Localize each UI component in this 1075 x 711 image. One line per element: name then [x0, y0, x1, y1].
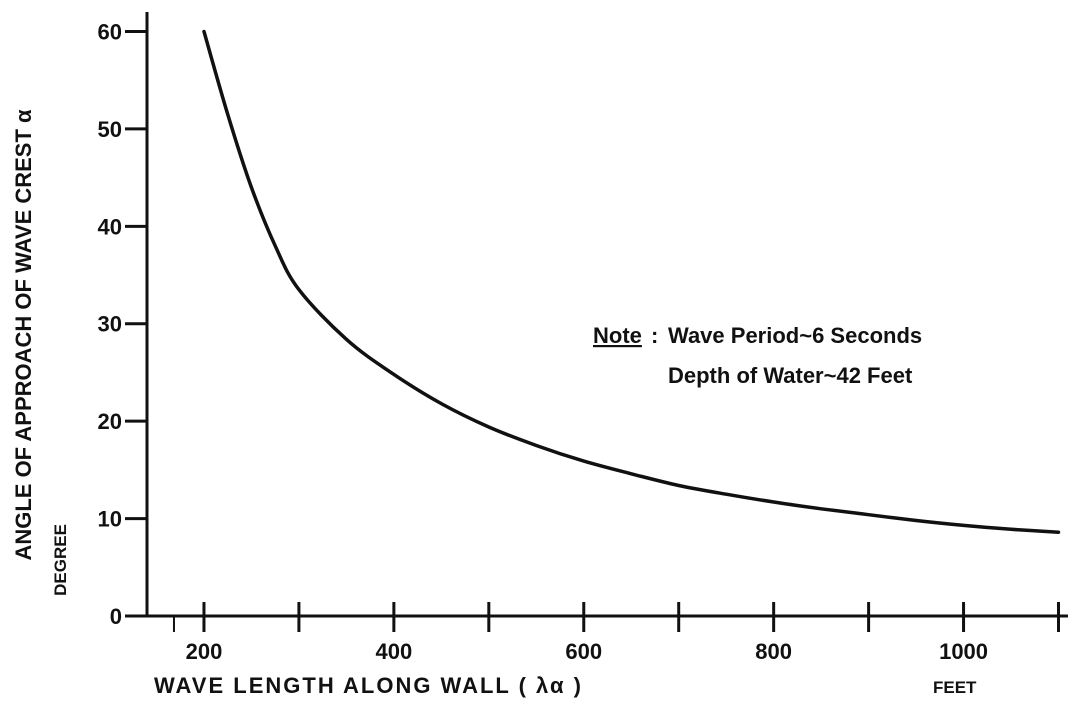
note-line-1: Wave Period~6 Seconds — [668, 323, 922, 348]
note-colon: : — [651, 323, 658, 348]
axes — [145, 12, 1068, 618]
x-tick-label: 200 — [186, 639, 223, 664]
series-line — [202, 29, 1061, 534]
x-tick-label: 600 — [565, 639, 602, 664]
y-tick-label: 50 — [98, 117, 122, 142]
y-tick-label: 20 — [98, 409, 122, 434]
y-tick-label: 10 — [98, 507, 122, 532]
note-line-2: Depth of Water~42 Feet — [668, 363, 913, 388]
x-axis-unit: FEET — [933, 678, 977, 697]
y-tick-label: 30 — [98, 312, 122, 337]
y-tick-label: 0 — [110, 604, 122, 629]
note-label: Note — [593, 323, 642, 348]
y-axis-unit: DEGREE — [51, 524, 70, 596]
x-ticks: 200 400 600 800 1000 — [172, 602, 1061, 664]
y-tick-label: 40 — [98, 214, 122, 239]
series — [202, 29, 1061, 534]
y-ticks: 0 10 20 30 40 50 60 — [98, 19, 147, 629]
x-tick-label: 1000 — [939, 639, 988, 664]
note-annotation: Note : Wave Period~6 Seconds Depth of Wa… — [593, 323, 922, 388]
y-axis-title: ANGLE OF APPROACH OF WAVE CREST α — [11, 109, 36, 561]
x-tick-label: 800 — [755, 639, 792, 664]
y-tick-label: 60 — [98, 19, 122, 44]
x-tick-label: 400 — [376, 639, 413, 664]
x-axis-title: WAVE LENGTH ALONG WALL ( λα ) — [154, 673, 583, 698]
